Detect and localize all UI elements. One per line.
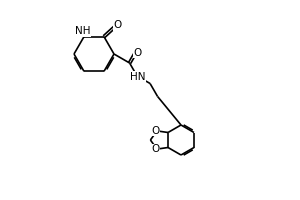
Text: NH: NH [75, 26, 91, 36]
Text: O: O [113, 20, 122, 30]
Text: O: O [151, 144, 159, 154]
Text: HN: HN [130, 72, 145, 82]
Text: O: O [151, 126, 159, 136]
Text: O: O [134, 48, 142, 58]
